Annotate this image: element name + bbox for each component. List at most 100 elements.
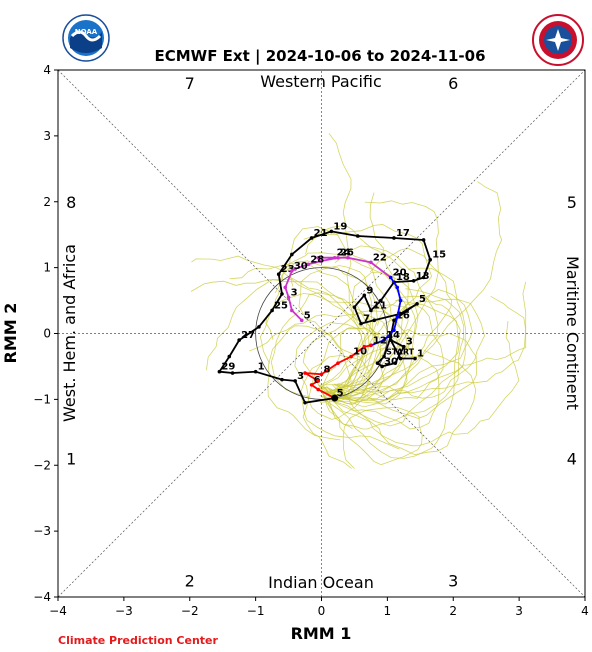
ensemble-member-line	[320, 299, 459, 459]
y-tick-label: −1	[33, 392, 51, 406]
day-label: 24	[337, 248, 351, 259]
observed-point	[393, 361, 398, 365]
day-label: 23	[281, 264, 295, 275]
track-layer: 1330START1657911181315171921232527291352…	[217, 221, 446, 405]
observed-point	[303, 400, 307, 405]
y-tick-label: 3	[43, 129, 51, 143]
y-tick-label: 2	[43, 195, 51, 209]
forecast-week1-point	[369, 343, 373, 348]
day-label: 3	[297, 371, 304, 382]
nws-logo	[532, 14, 584, 66]
day-label: 29	[221, 362, 235, 373]
ensemble-member-line	[190, 278, 366, 400]
forecast-week1-point	[336, 361, 340, 365]
forecast-week1-line	[304, 344, 372, 399]
ensemble-member-line	[326, 133, 363, 395]
forecast-week3-point	[346, 255, 350, 260]
credit-text: Climate Prediction Center	[58, 634, 218, 647]
day-label: 28	[310, 254, 324, 265]
x-axis-label: RMM 1	[291, 624, 352, 643]
day-label: 17	[396, 228, 410, 239]
observed-point	[362, 293, 367, 298]
ensemble-member-line	[327, 321, 520, 447]
y-tick-label: 4	[43, 63, 51, 77]
day-label: 12	[373, 335, 387, 346]
y-axis-label: RMM 2	[1, 303, 20, 364]
x-tick-label: 4	[581, 604, 589, 618]
observed-point	[428, 257, 432, 262]
current-day-marker	[331, 394, 339, 402]
observed-point	[380, 364, 384, 369]
phase-label: 3	[448, 572, 458, 591]
ensemble-member-line	[327, 267, 467, 394]
ensemble-member-line	[326, 245, 439, 396]
region-label-right: Maritime Continent	[563, 256, 582, 410]
day-label: 5	[337, 388, 344, 399]
ensemble-layer	[190, 133, 527, 469]
diagonal-line	[57, 69, 586, 598]
forecast-week3-point	[332, 255, 337, 260]
observed-point	[369, 308, 373, 313]
ensemble-member-line	[267, 325, 352, 441]
forecast-week1-point	[309, 383, 314, 387]
observed-point	[372, 318, 377, 323]
observed-point	[359, 321, 363, 326]
forecast-week1-point	[316, 387, 321, 392]
region-label-top: Western Pacific	[260, 72, 382, 91]
region-label-left: West. Hem. and Africa	[60, 244, 79, 422]
observed-point	[309, 236, 314, 240]
forecast-week1-point	[362, 344, 367, 349]
observed-point	[415, 302, 419, 306]
observed-point	[378, 298, 383, 303]
phase-label: 1	[66, 450, 76, 469]
phase-label: 6	[448, 74, 458, 93]
day-label: 11	[373, 300, 387, 311]
day-label: 3	[291, 287, 298, 298]
ensemble-member-line	[298, 265, 373, 387]
phase-label: 2	[185, 572, 195, 591]
chart-title: ECMWF Ext | 2024-10-06 to 2024-11-06	[154, 47, 485, 66]
y-tick-label: 0	[43, 327, 51, 341]
ensemble-member-line	[334, 295, 527, 406]
day-label: 14	[386, 330, 400, 341]
x-tick-label: 1	[384, 604, 392, 618]
phase-label: 5	[567, 193, 577, 212]
x-tick-label: 3	[515, 604, 523, 618]
observed-point	[421, 275, 426, 280]
observed-point	[257, 325, 261, 329]
phase-label: 4	[567, 450, 577, 469]
observed-point	[227, 354, 232, 359]
observed-point	[405, 308, 409, 313]
grid-layer	[57, 69, 586, 598]
forecast-week3-point	[369, 260, 373, 265]
observed-point	[421, 238, 426, 242]
forecast-week2-point	[395, 315, 400, 319]
x-tick-label: 2	[449, 604, 457, 618]
observed-point	[329, 229, 334, 234]
y-tick-label: −3	[33, 524, 51, 538]
day-label: 30	[384, 356, 398, 367]
forecast-week1-point	[303, 371, 307, 375]
ensemble-member-line	[323, 192, 417, 404]
forecast-week1-point	[316, 379, 321, 383]
observed-point	[392, 236, 396, 240]
forecast-week3-point	[286, 295, 291, 300]
ensemble-member-line	[191, 255, 370, 403]
day-label: 5	[419, 294, 426, 305]
observed-point	[402, 344, 406, 349]
forecast-week1-point	[319, 372, 324, 377]
observed-point	[217, 369, 222, 374]
observed-point	[375, 361, 380, 365]
day-label: 20	[393, 268, 407, 279]
x-tick-label: 0	[318, 604, 326, 618]
observed-point	[230, 371, 235, 375]
day-label: 18	[396, 272, 410, 283]
observed-point	[388, 338, 393, 342]
phase-label: 8	[66, 193, 76, 212]
day-label: 16	[396, 310, 410, 321]
observed-point	[398, 311, 403, 316]
forecast-week3-point	[336, 255, 340, 260]
forecast-week3-point	[306, 262, 311, 267]
ensemble-member-line	[206, 279, 376, 386]
